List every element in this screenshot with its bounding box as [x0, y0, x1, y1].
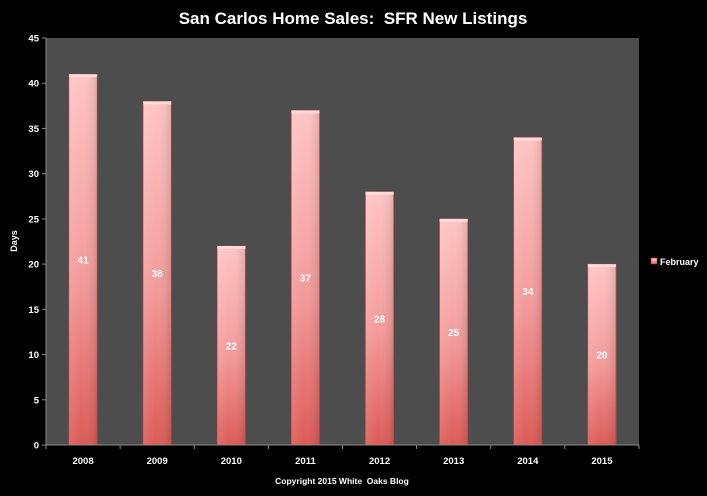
bar-top-cap [68, 74, 98, 78]
bar-value-label: 34 [522, 287, 534, 298]
bar-value-label: 38 [152, 269, 164, 280]
bar-value-label: 37 [300, 274, 312, 285]
x-tick-label: 2009 [147, 456, 168, 467]
bar-shade [68, 74, 98, 445]
x-tick-label: 2011 [295, 456, 316, 467]
bar-top-cap [439, 218, 468, 222]
bar-shade [439, 218, 468, 445]
x-axis-ticks: 2008 2009 2010 2011 2012 2013 2014 2015 [45, 445, 640, 467]
y-tick-label: 10 [28, 350, 39, 361]
bars: 41 38 22 37 28 25 34 20 [68, 73, 617, 446]
y-tick-label: 40 [28, 79, 39, 90]
y-tick-label: 15 [28, 305, 39, 316]
bar-shade [587, 264, 617, 445]
copyright-footer: Copyright 2015 White Oaks Blog [275, 476, 409, 486]
bar-top-cap [587, 264, 617, 268]
bar-shade [291, 110, 320, 445]
x-tick-label: 2008 [72, 456, 93, 467]
bar-top-cap [513, 137, 542, 141]
legend: February [650, 257, 699, 267]
bar-value-label: 28 [374, 314, 386, 325]
legend-label: February [660, 257, 699, 267]
y-axis-ticks: 0 5 10 15 20 25 30 35 40 45 [28, 34, 46, 452]
chart-title: San Carlos Home Sales: SFR New Listings [179, 9, 528, 28]
y-tick-label: 25 [28, 214, 39, 225]
x-tick-label: 2010 [221, 456, 242, 467]
bar-top-cap [143, 101, 172, 105]
bar-value-label: 41 [78, 256, 90, 267]
y-tick-label: 0 [34, 441, 39, 452]
bar-value-label: 22 [226, 342, 238, 353]
x-tick-label: 2015 [591, 456, 613, 467]
bar-shade [143, 101, 172, 446]
bar-top-cap [291, 110, 320, 114]
bar-shade [365, 191, 394, 445]
y-tick-label: 30 [28, 169, 39, 180]
x-tick-label: 2014 [517, 456, 539, 467]
x-tick-label: 2012 [369, 456, 390, 467]
bar-value-label: 20 [596, 351, 608, 362]
bar-value-label: 25 [448, 328, 460, 339]
x-tick-label: 2013 [443, 456, 464, 467]
y-tick-label: 20 [28, 260, 39, 271]
y-axis-label: Days [9, 230, 19, 252]
bar-top-cap [365, 191, 394, 195]
y-tick-label: 5 [34, 395, 40, 406]
bar-shade [513, 137, 542, 445]
y-tick-label: 45 [28, 34, 39, 45]
legend-swatch [650, 257, 658, 265]
y-tick-label: 35 [28, 124, 39, 135]
bar-top-cap [217, 246, 246, 250]
plot-area [46, 38, 639, 445]
bar-shade [217, 246, 246, 445]
